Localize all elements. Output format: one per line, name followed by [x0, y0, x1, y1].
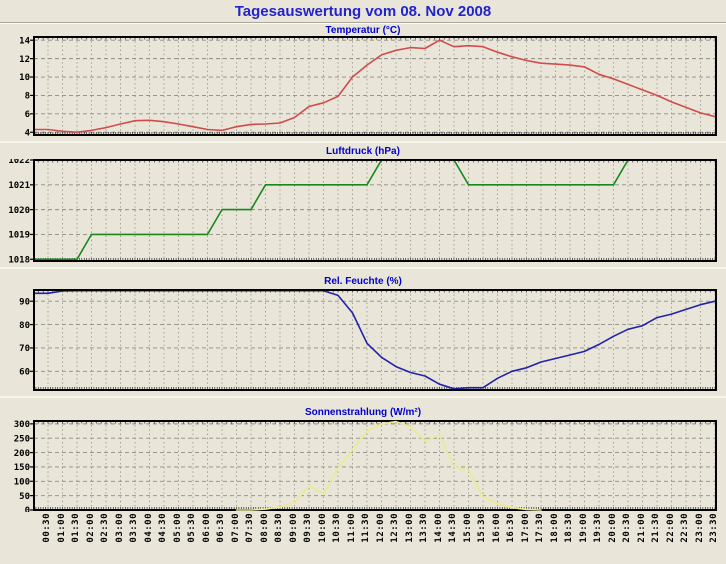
time-label: 17:30 [535, 513, 545, 543]
chart-section-pressure: Luftdruck (hPa) 1018 1019 1020 1021 1022 [0, 141, 726, 263]
time-label: 23:30 [709, 513, 719, 543]
time-label: 03:30 [129, 513, 139, 543]
time-label: 16:30 [506, 513, 516, 543]
time-label: 22:00 [665, 513, 676, 543]
svg-text:50: 50 [19, 492, 30, 502]
section-separator [0, 267, 726, 269]
svg-text:300: 300 [14, 420, 30, 430]
chart-title-temperature: Temperatur (°C) [325, 25, 401, 36]
time-label: 15:30 [477, 513, 487, 543]
section-separator [0, 396, 726, 398]
time-label: 09:30 [303, 513, 313, 543]
time-label: 11:30 [361, 513, 371, 543]
svg-text:1019: 1019 [8, 231, 30, 241]
time-label: 22:30 [680, 513, 690, 543]
time-label: 06:00 [201, 513, 212, 543]
time-axis-labels: 00:30 01:00 01:30 02:00 02:30 03:00 03:30 04:00… [0, 512, 726, 560]
time-label: 18:30 [564, 513, 574, 543]
time-label: 05:30 [187, 513, 197, 543]
time-label: 11:00 [346, 513, 357, 543]
svg-text:8: 8 [25, 92, 30, 102]
time-label: 06:30 [216, 513, 226, 543]
svg-text:1022: 1022 [8, 159, 30, 166]
svg-text:1021: 1021 [8, 181, 30, 191]
time-label: 00:30 [42, 513, 52, 543]
time-label: 15:00 [462, 513, 473, 543]
time-label: 05:00 [172, 513, 183, 543]
time-label: 09:00 [288, 513, 299, 543]
time-label: 02:00 [85, 513, 96, 543]
svg-text:6: 6 [25, 110, 30, 120]
temperature-line [33, 39, 717, 133]
humidity-chart: 60 70 80 90 [19, 289, 717, 391]
chart-title-pressure: Luftdruck (hPa) [326, 146, 400, 157]
chart-section-sunshine: Sonnenstrahlung (W/m²) 0 50 100 150 200 250 30… [0, 396, 726, 512]
svg-text:90: 90 [19, 297, 30, 307]
time-label: 08:30 [274, 513, 284, 543]
title-divider [0, 22, 726, 24]
svg-text:70: 70 [19, 344, 30, 354]
time-label: 08:00 [259, 513, 270, 543]
svg-text:0: 0 [25, 506, 30, 512]
time-label: 19:00 [578, 513, 589, 543]
svg-text:60: 60 [19, 368, 30, 378]
time-label: 17:00 [520, 513, 531, 543]
time-label: 13:30 [419, 513, 429, 543]
time-label: 18:00 [549, 513, 560, 543]
time-label: 12:30 [390, 513, 400, 543]
time-label: 16:00 [491, 513, 502, 543]
svg-text:250: 250 [14, 434, 30, 444]
svg-text:4: 4 [25, 128, 31, 137]
page-title: Tagesauswertung vom 08. Nov 2008 [234, 3, 492, 20]
svg-text:10: 10 [19, 73, 30, 83]
time-label: 12:00 [375, 513, 386, 543]
time-label: 14:30 [448, 513, 458, 543]
svg-text:14: 14 [19, 36, 30, 46]
time-label: 07:00 [230, 513, 241, 543]
time-label: 10:00 [317, 513, 328, 543]
svg-text:12: 12 [19, 55, 30, 65]
temperature-chart: 4 6 8 10 12 14 [19, 36, 717, 137]
time-label: 21:30 [651, 513, 661, 543]
time-label: 20:30 [622, 513, 632, 543]
time-label: 07:30 [245, 513, 255, 543]
time-label: 21:00 [636, 513, 647, 543]
time-label: 04:30 [158, 513, 168, 543]
pressure-chart: 1018 1019 1020 1021 1022 [8, 159, 717, 264]
time-label: 10:30 [332, 513, 342, 543]
time-label: 13:00 [404, 513, 415, 543]
svg-text:150: 150 [14, 463, 30, 473]
time-label: 02:30 [100, 513, 110, 543]
time-label: 01:00 [56, 513, 67, 543]
svg-text:80: 80 [19, 321, 30, 331]
chart-title-humidity: Rel. Feuchte (%) [324, 276, 402, 287]
time-label: 19:30 [593, 513, 603, 543]
time-label: 03:00 [114, 513, 125, 543]
chart-section-humidity: Rel. Feuchte (%) 60 70 80 90 [0, 267, 726, 392]
sunshine-line [235, 420, 542, 511]
time-label: 01:30 [71, 513, 81, 543]
chart-title-sunshine: Sonnenstrahlung (W/m²) [304, 407, 422, 418]
svg-text:1018: 1018 [8, 256, 30, 264]
time-label: 20:00 [607, 513, 618, 543]
section-separator [0, 141, 726, 143]
svg-text:100: 100 [14, 478, 30, 488]
time-label: 04:00 [143, 513, 154, 543]
time-label: 14:00 [433, 513, 444, 543]
svg-text:200: 200 [14, 449, 30, 459]
sunshine-chart: 0 50 100 150 200 250 300 [14, 420, 717, 512]
chart-section-temperature: Temperatur (°C) 4 6 8 10 12 14 [0, 24, 726, 137]
time-label: 23:00 [694, 513, 705, 543]
svg-text:1020: 1020 [8, 206, 30, 216]
